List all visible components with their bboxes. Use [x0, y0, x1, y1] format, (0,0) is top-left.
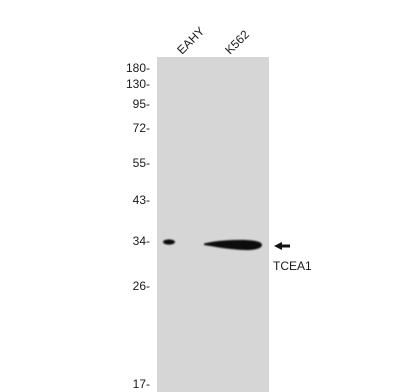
- mw-label-95: 95-: [133, 97, 150, 111]
- mw-label-55: 55-: [133, 156, 150, 170]
- left-arrow-icon: [274, 242, 290, 250]
- lane-label-k562: K562: [222, 27, 252, 57]
- mw-label-17: 17-: [133, 377, 150, 391]
- blot-membrane: [157, 57, 269, 392]
- target-label: TCEA1: [273, 259, 312, 273]
- band-k562: [204, 239, 262, 251]
- mw-label-180: 180-: [126, 61, 150, 75]
- target-indicator: TCEA1: [273, 242, 312, 273]
- band-group: [163, 239, 262, 251]
- mw-label-34: 34-: [133, 234, 150, 248]
- band-eahy: [163, 239, 175, 245]
- mw-label-26: 26-: [133, 279, 150, 293]
- mw-label-43: 43-: [133, 193, 150, 207]
- lane-label-eahy: EAHY: [174, 24, 207, 57]
- mw-marker-ladder: 180- 130- 95- 72- 55- 43- 34- 26- 17-: [126, 61, 150, 391]
- mw-label-130: 130-: [126, 77, 150, 91]
- mw-label-72: 72-: [133, 121, 150, 135]
